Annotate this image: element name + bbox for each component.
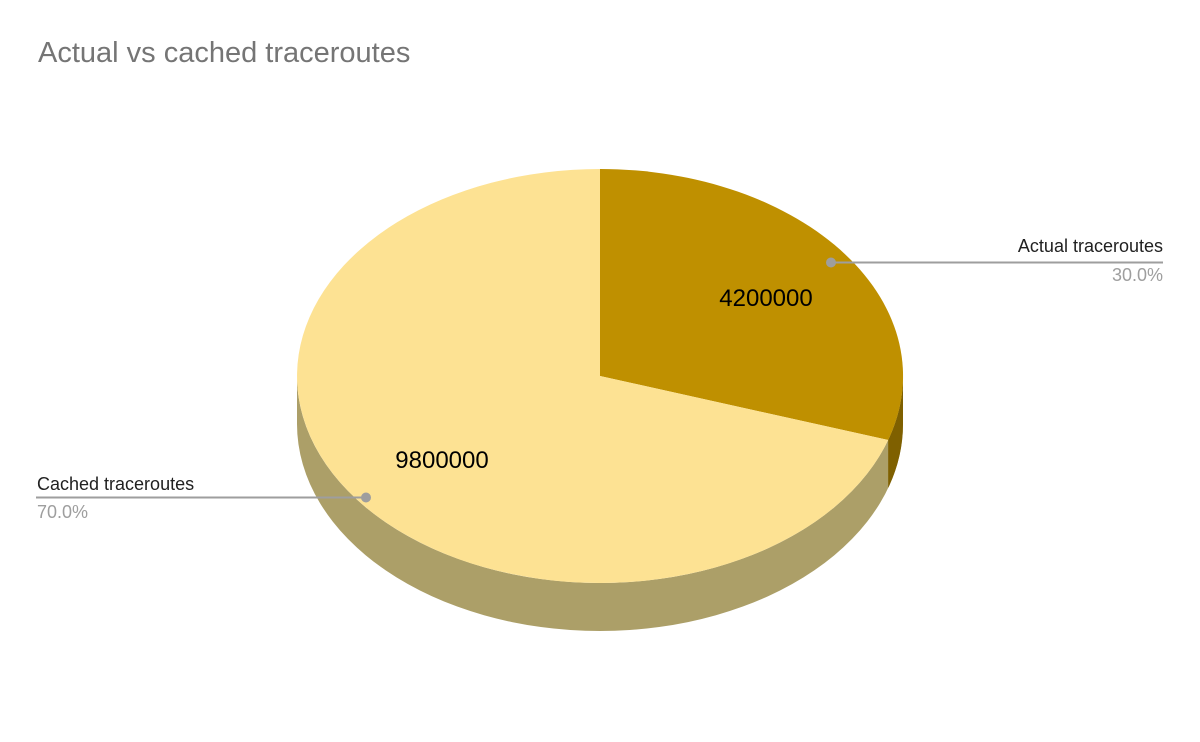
pie-slice-cached-traceroutes[interactable] — [297, 169, 889, 583]
slice-value-cached-traceroutes: 9800000 — [395, 447, 489, 474]
pie-side-actual-traceroutes — [888, 376, 904, 488]
chart-title: Actual vs cached traceroutes — [38, 37, 411, 69]
callout-percent-actual-traceroutes: 30.0% — [1111, 265, 1163, 285]
slice-value-actual-traceroutes: 4200000 — [719, 285, 813, 312]
leader-dot-actual-traceroutes — [826, 257, 836, 268]
pie-side-cached-traceroutes — [297, 376, 903, 631]
callout-label-cached-traceroutes: Cached traceroutes — [37, 474, 195, 494]
leader-dot-cached-traceroutes — [361, 492, 371, 503]
callout-percent-cached-traceroutes: 70.0% — [37, 502, 89, 522]
callout-label-actual-traceroutes: Actual traceroutes — [1017, 236, 1163, 256]
pie-slice-actual-traceroutes[interactable] — [600, 169, 904, 440]
